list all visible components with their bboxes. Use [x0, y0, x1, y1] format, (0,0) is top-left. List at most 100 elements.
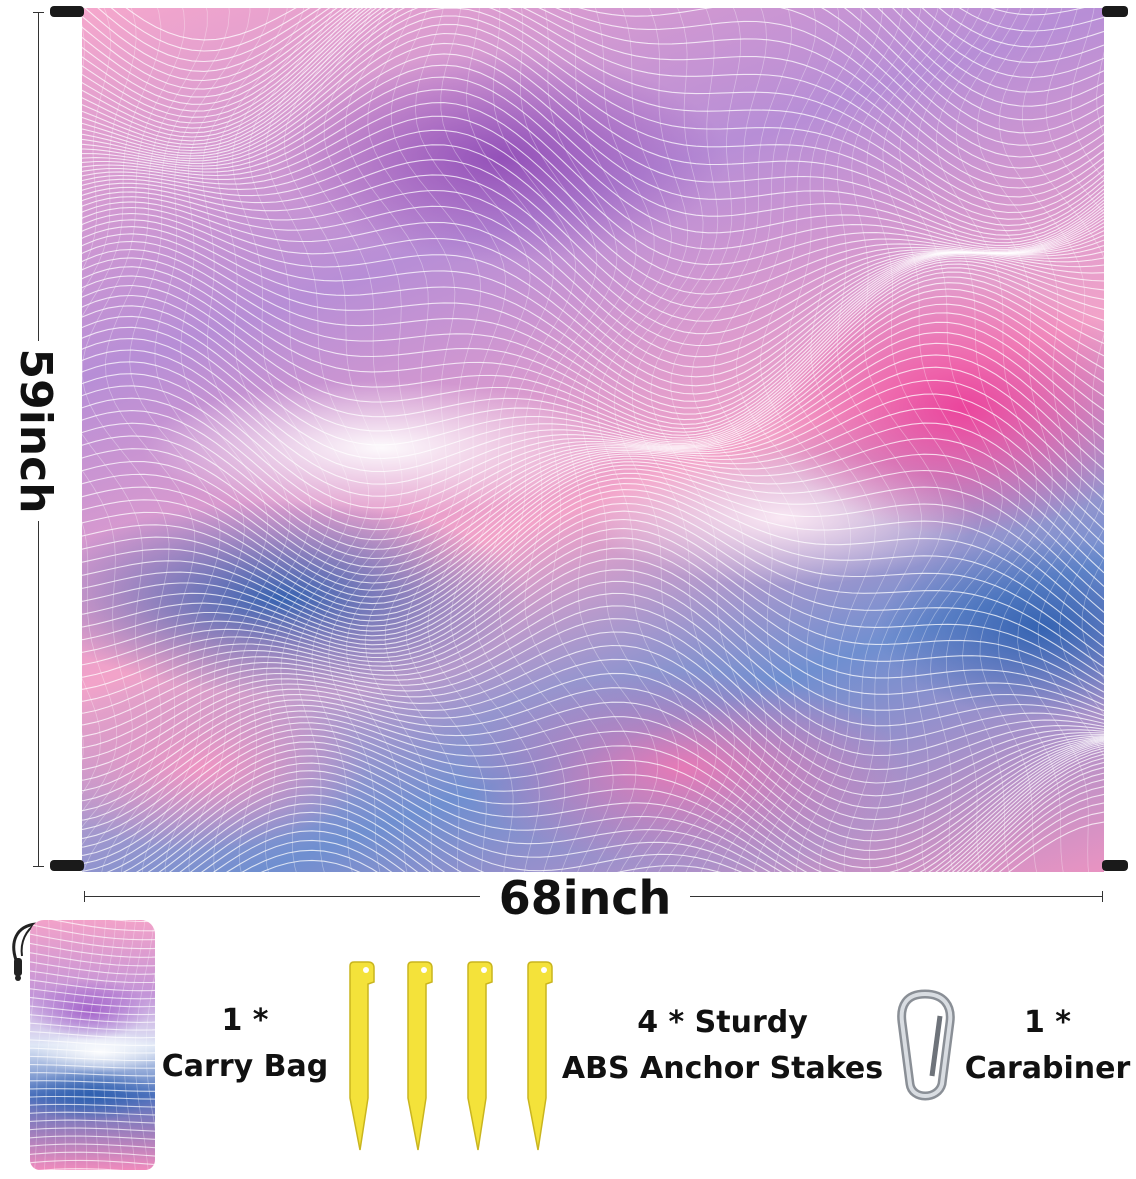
wave-line [82, 379, 1104, 560]
wave-line [82, 282, 1104, 446]
wave-line [82, 8, 1104, 146]
wave-line [82, 64, 1104, 244]
wave-line [82, 728, 1104, 872]
width-label: 68inch [480, 873, 690, 923]
mesh-line [123, 920, 146, 1170]
mesh-line [82, 8, 118, 812]
wave-line [82, 672, 1104, 821]
wave-line [125, 8, 297, 41]
top-right-pole [1102, 6, 1128, 17]
mesh-line [142, 8, 251, 872]
wave-line [82, 32, 1104, 232]
mesh-line [82, 8, 162, 846]
wave-line [135, 753, 1104, 872]
wave-line [30, 988, 155, 1000]
wave-line [30, 1005, 155, 1016]
wave-line [82, 437, 1104, 591]
wave-line [158, 761, 1104, 872]
wave-line [30, 952, 155, 967]
wave-line [82, 8, 1104, 112]
wave-line [82, 468, 1104, 611]
wave-line [82, 23, 1104, 226]
wave-line [106, 747, 1104, 872]
mesh-line [524, 8, 618, 872]
wave-line [189, 778, 1104, 872]
wave-line [30, 970, 155, 984]
carabiner-qty: 1 * [1023, 1005, 1071, 1040]
wave-line [30, 1088, 155, 1092]
mesh-line [248, 8, 352, 872]
mesh-line [631, 8, 735, 872]
wave-line [147, 757, 1104, 872]
wave-line [82, 260, 1104, 430]
wave-line [82, 212, 1104, 387]
wave-line [82, 453, 1104, 598]
wave-line [82, 354, 1104, 541]
height-tick-top [33, 12, 44, 13]
wave-line [122, 750, 1104, 872]
wave-line [30, 1111, 155, 1116]
mesh-line [613, 8, 718, 872]
mesh-line [843, 8, 944, 872]
mesh-line [113, 920, 136, 1170]
wave-line [82, 407, 1104, 576]
wave-line [179, 772, 1104, 872]
stakes-name: ABS Anchor Stakes [561, 1051, 884, 1086]
ground-stake-icon [467, 961, 493, 1151]
wave-line [82, 8, 1104, 158]
mesh-line [73, 920, 96, 1170]
mesh-line [43, 920, 62, 1170]
wave-line [82, 710, 1104, 851]
wave-line [82, 8, 1104, 179]
mesh-line [364, 8, 456, 872]
mesh-line [83, 920, 106, 1170]
carabiner-name: Carabiner [964, 1051, 1131, 1086]
wave-line [30, 1022, 155, 1031]
blanket-image [82, 8, 1104, 872]
wave-line [30, 1047, 155, 1054]
wave-line [82, 741, 1104, 872]
wave-line [82, 489, 1104, 648]
mesh-line [866, 8, 965, 872]
wave-line [82, 76, 1104, 246]
mesh-line [120, 8, 230, 872]
wave-line [30, 1159, 155, 1166]
mesh-line [134, 920, 155, 1170]
wave-line [82, 734, 1104, 872]
wave-line [82, 8, 1104, 82]
wave-line [30, 1080, 155, 1085]
mesh-line [1017, 8, 1104, 872]
mesh-line [691, 8, 792, 872]
wave-line [82, 201, 1104, 368]
mesh-line [581, 8, 679, 872]
mesh-line [427, 8, 531, 872]
mesh-line [232, 8, 332, 872]
mesh-line [213, 8, 312, 872]
wave-line [82, 701, 1104, 842]
wave-line [82, 366, 1104, 550]
wave-line [82, 115, 1104, 281]
wave-line [30, 1039, 155, 1046]
wave-line [82, 271, 1104, 439]
wave-line [82, 658, 1104, 809]
stakes-qty: 4 * Sturdy [637, 1005, 808, 1040]
wave-line [30, 1127, 155, 1132]
wave-line [82, 89, 1104, 250]
mesh-line [64, 920, 85, 1170]
wave-line [30, 1119, 155, 1124]
ground-stakes-group [338, 958, 578, 1154]
wave-line [82, 722, 1104, 869]
wave-line [30, 1143, 155, 1149]
wave-line [82, 558, 1104, 712]
wave-line [30, 1095, 155, 1100]
carry-bag-qty: 1 * [221, 1003, 269, 1038]
wave-line [82, 527, 1104, 693]
ground-stake-icon [527, 961, 553, 1151]
mesh-line [670, 8, 768, 872]
bottom-left-pole [50, 860, 84, 871]
wave-line [82, 592, 1104, 742]
mesh-line [976, 8, 1068, 872]
mesh-line [774, 8, 883, 872]
wave-line [82, 580, 1104, 727]
height-tick-bottom [33, 866, 44, 867]
